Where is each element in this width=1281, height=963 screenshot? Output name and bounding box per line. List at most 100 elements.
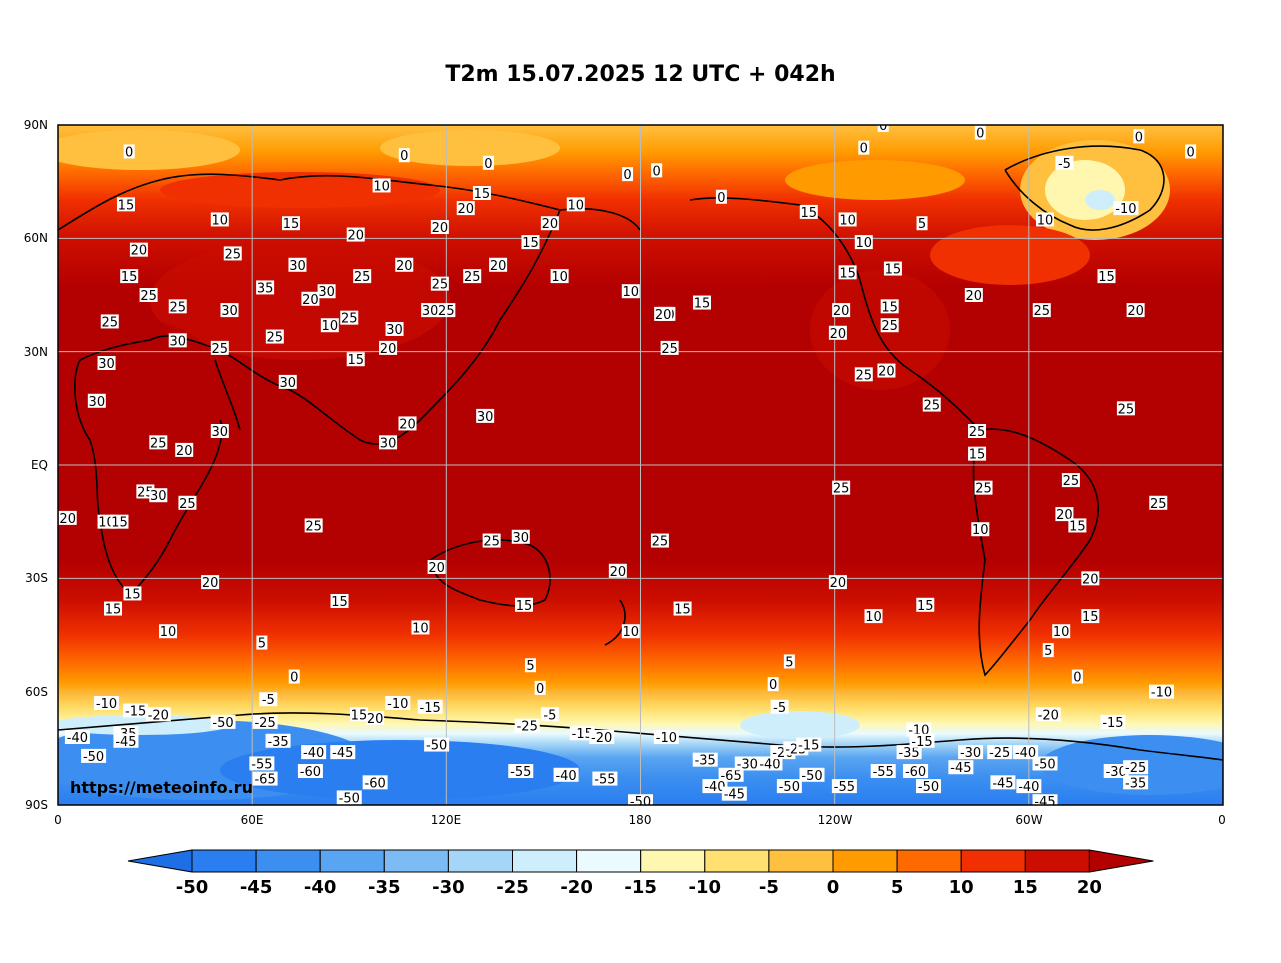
contour-label-bg [472,186,491,200]
contour-label: -30 [1106,765,1127,780]
contour-label-bg [64,730,90,744]
contour-label: 15 [121,270,138,285]
contour-label-bg [776,779,802,794]
contour-label-bg [838,265,857,280]
contour-label: 20 [655,308,672,323]
contour-label: -30 [960,746,981,761]
contour-label: 25 [661,342,678,357]
contour-label: 0 [400,149,408,164]
contour-label-bg [770,699,789,714]
contour-label: -60 [365,776,386,791]
contour-label-bg [379,340,398,355]
contour-label: -5 [1058,157,1071,172]
contour-label-bg [608,563,627,578]
contour-label: 20 [202,576,219,591]
contour-label-bg [210,212,229,227]
contour-label: 10 [322,319,339,334]
contour-label-bg [97,356,116,370]
contour-label: 25 [881,319,898,334]
contour-label-bg [1123,775,1149,790]
contour-label-bg [149,435,168,450]
contour-label: -40 [1015,746,1036,761]
contour-label-bg [353,269,372,284]
colorbar-swatch [191,849,257,873]
contour-label: -50 [212,716,233,731]
contour-label: -10 [96,697,117,712]
contour-label: 15 [516,599,533,614]
colorbar-tick-label: -30 [432,877,465,898]
contour-label: 30 [477,410,494,425]
contour-label-bg [210,714,236,729]
contour-label-bg [398,148,410,163]
contour-label: 15 [118,198,135,213]
contour-label: 25 [923,399,940,414]
contour-label-bg [259,692,278,707]
contour-label-bg [692,752,718,767]
contour-label-bg [1123,760,1149,775]
contour-label-bg [540,216,559,231]
latitude-axis: 90N 60N 30N EQ 30S 60S 90S [24,118,48,812]
contour-label: -35 [695,754,716,769]
contour-label-bg [958,745,984,760]
contour-label-bg [1052,624,1071,639]
contour-label: 15 [917,599,934,614]
graticule [58,125,1223,805]
contour-label: 20 [59,512,76,527]
contour-label: 25 [856,368,873,383]
contour-label: 30 [512,531,529,546]
contour-label: 25 [464,270,481,285]
contour-label-bg [990,775,1016,790]
contour-label: -65 [254,773,275,788]
contour-label: 10 [623,285,640,300]
contour-label: 30 [150,489,167,504]
contour-label-bg [896,745,922,760]
contour-label: 15 [969,448,986,463]
contour-label-bg [100,314,119,329]
contour-label: 25 [150,436,167,451]
contour-label: 30 [169,334,186,349]
contour-label: 25 [305,519,322,534]
colorbar: -50 -45 -40 -35 -30 -25 -20 -15 -10 -5 0 5 10 15 20 [127,849,1154,898]
contour-label-bg [1185,144,1197,159]
contour-label-bg [288,669,300,684]
contour-label: 15 [331,595,348,610]
contour-label: 20 [367,712,384,727]
contour-label-bg [210,340,229,355]
contour-label-bg [346,227,365,242]
watermark: https://meteoinfo.ru [70,778,253,797]
contour-label-bg [1055,155,1074,170]
contour-label: 30 [279,376,296,391]
contour-label: -15 [798,739,819,754]
contour-label: 0 [976,127,984,142]
contour-label-bg [1042,643,1054,658]
contour-label-bg [757,756,783,771]
contour-label-bg [767,677,779,692]
contour-label-bg [456,201,475,216]
colorbar-swatch [512,849,578,873]
contour-label: 30 [289,259,306,274]
contour-label-bg [110,514,129,529]
contour-label: 15 [111,516,128,531]
contour-label-bg [651,163,663,178]
contour-label-bg [854,367,873,382]
contour-label: 20 [347,229,364,244]
contour-label: 25 [483,535,500,550]
contour-label-bg [104,601,123,616]
contour-label-bg [906,722,932,737]
contour-label-bg [515,597,533,612]
contour-label-bg [621,284,640,299]
contour-label: -10 [1115,202,1136,217]
contour-label: 10 [972,523,989,538]
contour-label-bg [372,178,391,193]
contour-label: 25 [969,425,986,440]
lat-label: EQ [31,458,48,472]
lon-label: 60E [241,813,264,827]
contour-label: 15 [885,263,902,278]
contour-label: -50 [630,795,651,810]
contour-label-bg [858,140,870,155]
contour-label: 10 [865,610,882,625]
contour-label: 25 [140,289,157,304]
colorbar-tick-label: -15 [624,877,657,898]
contour-label: 10 [212,213,229,228]
